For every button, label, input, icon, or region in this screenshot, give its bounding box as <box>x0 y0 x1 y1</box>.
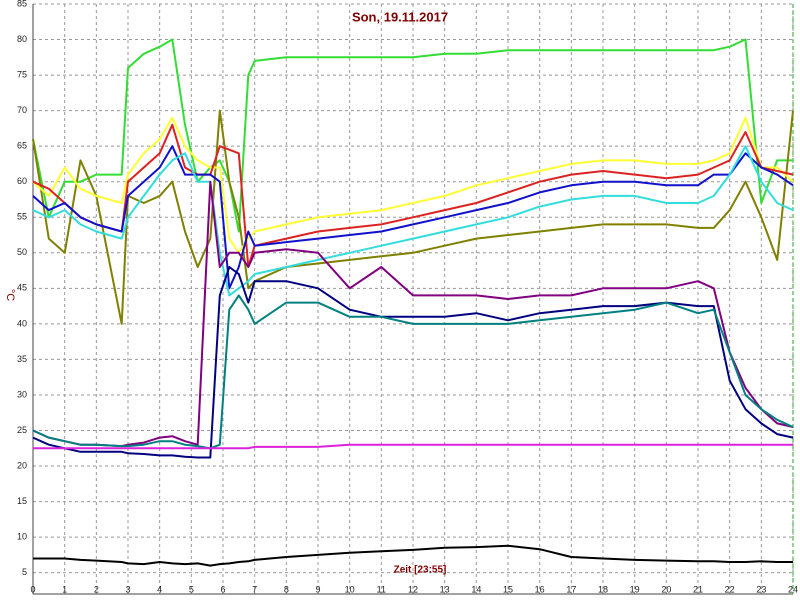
x-tick-label: 4 <box>157 584 162 594</box>
y-tick-label: 80 <box>17 34 27 44</box>
y-tick-label: 45 <box>17 283 27 293</box>
y-tick-label: 70 <box>17 105 27 115</box>
x-tick-label: 7 <box>252 584 257 594</box>
x-tick-label: 23 <box>756 584 766 594</box>
y-tick-label: 75 <box>17 69 27 79</box>
series-line <box>32 266 794 459</box>
y-axis-label: °C <box>4 289 16 301</box>
x-tick-label: 13 <box>440 584 450 594</box>
x-tick-label: 17 <box>566 584 576 594</box>
y-tick-label: 55 <box>17 212 27 222</box>
x-tick-label: 11 <box>377 584 386 594</box>
x-tick-label: 12 <box>408 584 418 594</box>
series-line <box>32 38 793 233</box>
y-tick-label: 25 <box>17 425 27 435</box>
series-line <box>33 443 793 450</box>
x-tick-label: 21 <box>693 584 703 594</box>
y-tick-label: 10 <box>17 532 27 542</box>
series-line <box>32 109 794 325</box>
x-tick-label: 3 <box>125 584 130 594</box>
x-tick-label: 10 <box>345 584 355 594</box>
series-line <box>32 123 794 268</box>
x-tick-label: 1 <box>62 584 67 594</box>
series-line <box>33 544 793 567</box>
x-tick-label: 22 <box>725 584 735 594</box>
x-tick-label: 8 <box>284 584 289 594</box>
y-tick-label: 60 <box>17 176 27 186</box>
y-tick-label: 30 <box>17 389 27 399</box>
x-tick-label: 19 <box>630 584 640 594</box>
chart-title: Son, 19.11.2017 <box>352 9 448 24</box>
series-line <box>32 180 794 448</box>
series-line <box>32 145 794 290</box>
x-tick-label: 24 <box>788 584 798 594</box>
x-tick-label: 2 <box>94 584 99 594</box>
y-tick-label: 15 <box>17 496 27 506</box>
y-tick-label: 5 <box>22 567 27 577</box>
y-tick-label: 65 <box>17 141 27 151</box>
y-tick-label: 20 <box>17 460 27 470</box>
y-tick-label: 50 <box>17 247 27 257</box>
series-line <box>32 294 794 450</box>
x-tick-label: 15 <box>503 584 513 594</box>
x-tick-label: 14 <box>471 584 481 594</box>
y-tick-label: 40 <box>17 318 27 328</box>
annotation: Zeit [23:55] <box>394 565 447 576</box>
x-tick-label: 0 <box>30 584 35 594</box>
x-tick-label: 16 <box>535 584 545 594</box>
x-tick-label: 20 <box>661 584 671 594</box>
series-line <box>32 145 794 297</box>
x-tick-label: 18 <box>598 584 608 594</box>
series-line <box>32 116 794 254</box>
y-tick-label: 35 <box>17 354 27 364</box>
x-tick-label: 9 <box>315 584 320 594</box>
x-tick-label: 5 <box>189 584 194 594</box>
x-tick-label: 6 <box>220 584 225 594</box>
y-tick-label: 85 <box>17 0 27 8</box>
